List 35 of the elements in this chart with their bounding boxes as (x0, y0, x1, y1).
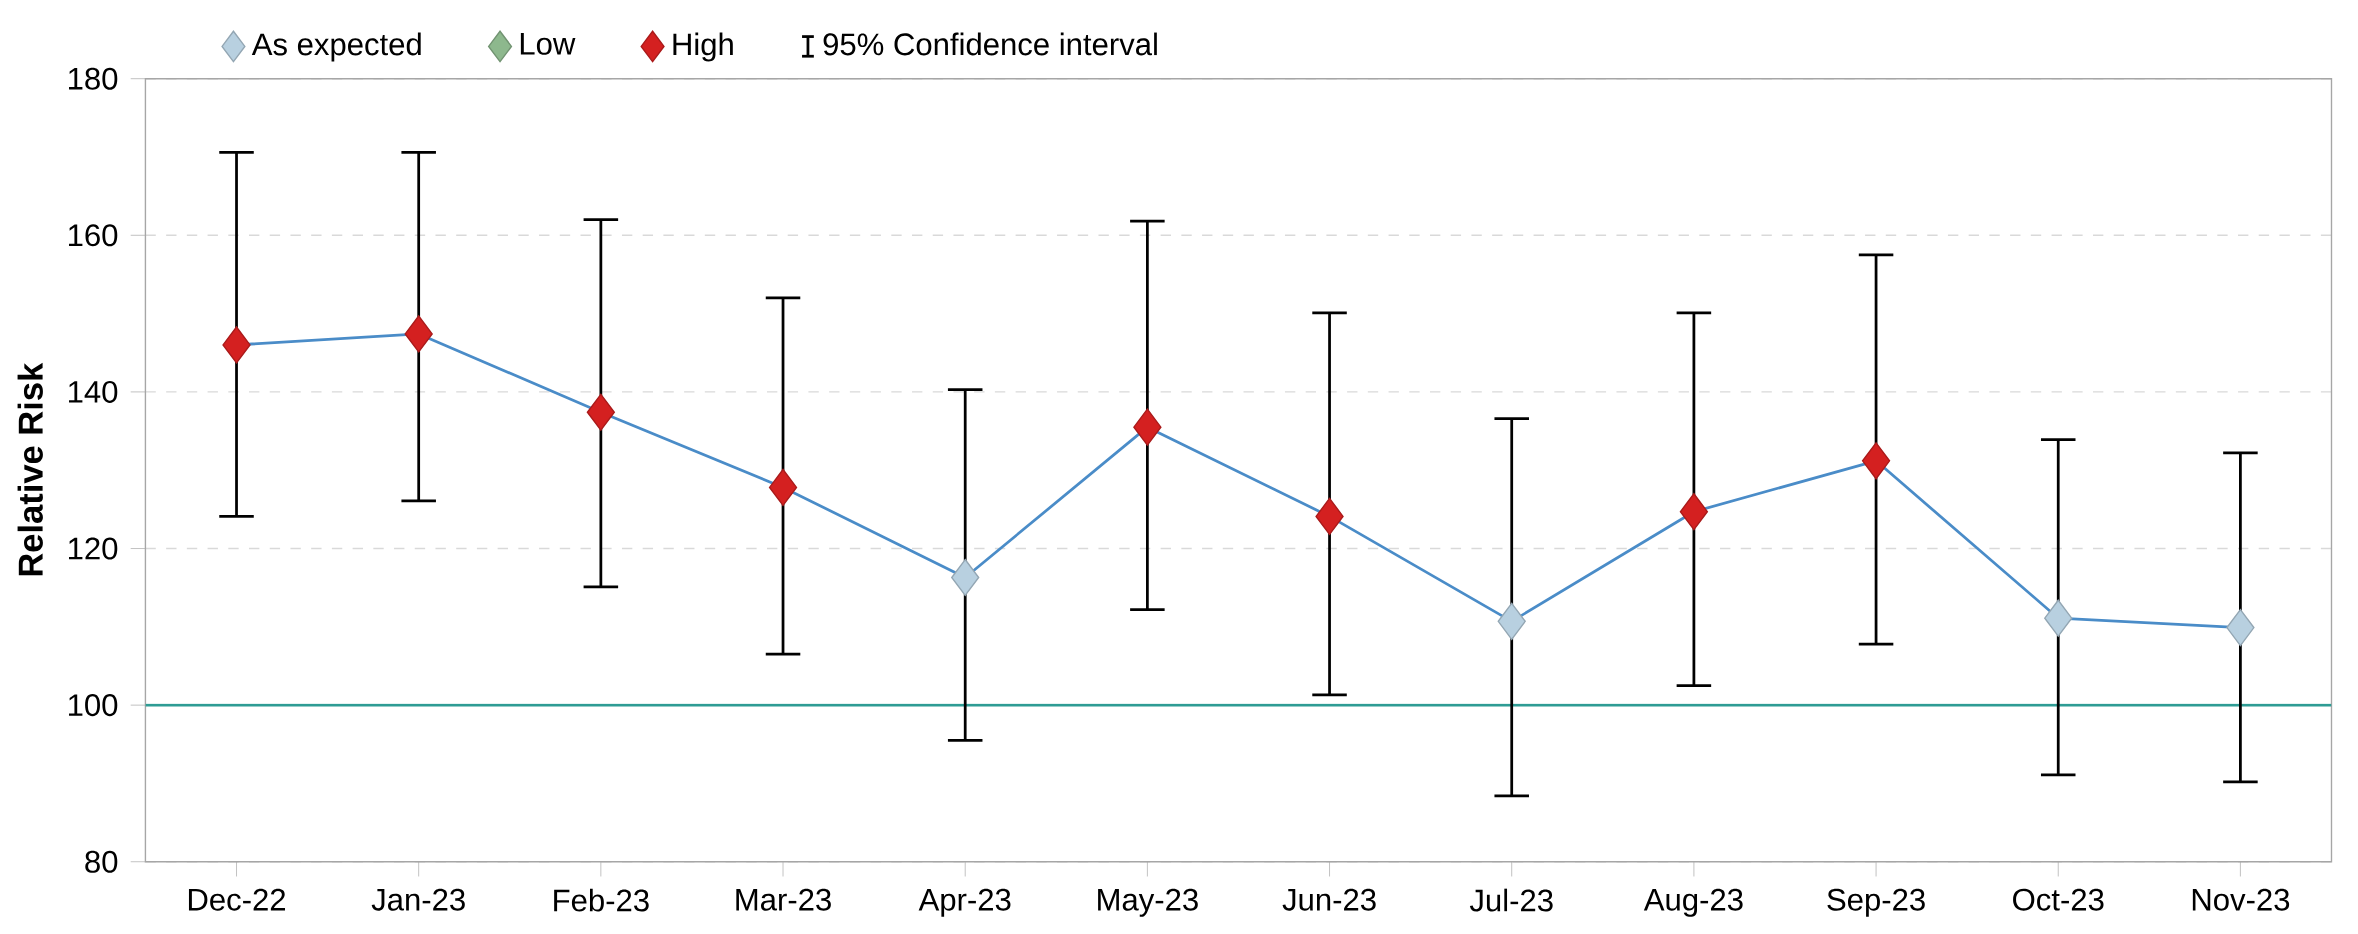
y-tick-label: 80 (85, 850, 118, 873)
x-tick-label: Sep-23 (1827, 888, 1925, 917)
y-tick-label: 180 (69, 67, 118, 90)
point (1315, 497, 1344, 536)
x-tick-label: Jul-23 (1469, 888, 1553, 912)
x-tick-label: Dec-22 (188, 888, 286, 911)
point (2226, 608, 2255, 647)
point (1497, 602, 1526, 641)
point (1861, 442, 1891, 480)
x-tick-label: Jun-23 (1282, 888, 1376, 911)
y-tick-label: 140 (69, 380, 118, 403)
point (951, 558, 980, 597)
x-tick-label: Nov-23 (2192, 888, 2290, 911)
point (768, 468, 798, 507)
y-tick-label: 160 (69, 224, 118, 247)
point (404, 315, 433, 353)
x-tick-label: Feb-23 (554, 888, 649, 912)
x-tick-label: Aug-23 (1643, 888, 1743, 917)
x-tick-label: May-23 (1098, 888, 1198, 917)
point (586, 393, 616, 431)
y-tick-label: 120 (69, 537, 118, 560)
x-tick-label: Mar-23 (736, 888, 831, 911)
legend-label: Low (520, 33, 576, 55)
x-tick-label: Oct-23 (2013, 888, 2104, 911)
x-tick-label: Apr-23 (918, 888, 1011, 917)
point (2044, 599, 2073, 637)
y-axis-title: Relative Risk (17, 362, 43, 576)
text: 95% Confidence interval (823, 32, 1157, 56)
point (222, 326, 251, 364)
y-tick-label: 100 (69, 694, 118, 717)
x-tick-label: Jan-23 (371, 888, 465, 911)
point (1133, 408, 1162, 446)
legend-label: High (673, 32, 733, 62)
point (1679, 493, 1709, 531)
legend-label: As expected (251, 32, 421, 62)
